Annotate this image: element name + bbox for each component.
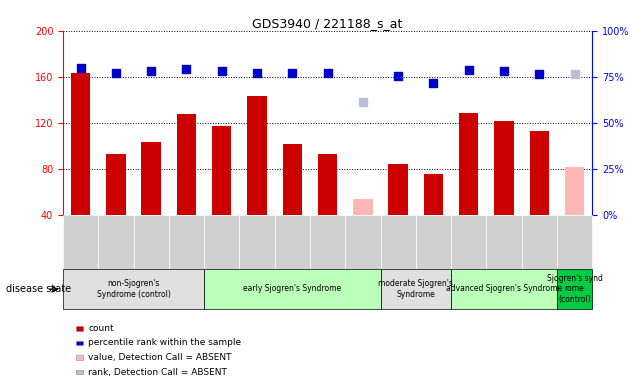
Bar bbox=[522, 215, 557, 269]
Bar bbox=[98, 215, 134, 307]
Point bbox=[111, 70, 121, 76]
Bar bbox=[451, 215, 486, 269]
Bar bbox=[345, 215, 381, 307]
Bar bbox=[204, 215, 239, 269]
Bar bbox=[134, 215, 169, 307]
Bar bbox=[275, 215, 310, 307]
Point bbox=[287, 70, 297, 76]
Point bbox=[181, 66, 192, 72]
Bar bbox=[177, 114, 196, 215]
Bar bbox=[557, 269, 592, 309]
Bar bbox=[204, 269, 381, 309]
Point bbox=[252, 70, 262, 76]
Point bbox=[393, 73, 403, 79]
Bar bbox=[557, 215, 592, 269]
Point bbox=[499, 68, 509, 74]
Bar bbox=[169, 215, 204, 307]
Text: non-Sjogren's
Syndrome (control): non-Sjogren's Syndrome (control) bbox=[96, 279, 171, 299]
Bar bbox=[557, 215, 592, 307]
Bar bbox=[486, 215, 522, 269]
Text: moderate Sjogren's
Syndrome: moderate Sjogren's Syndrome bbox=[379, 279, 453, 299]
Bar bbox=[486, 215, 522, 307]
Bar bbox=[98, 215, 134, 269]
Text: advanced Sjogren's Syndrome: advanced Sjogren's Syndrome bbox=[446, 285, 562, 293]
Bar bbox=[142, 142, 161, 215]
Bar bbox=[416, 215, 451, 269]
Bar bbox=[71, 73, 90, 215]
Text: count: count bbox=[88, 324, 114, 333]
Bar bbox=[416, 215, 451, 307]
Bar bbox=[389, 164, 408, 215]
Bar bbox=[381, 215, 416, 307]
Text: early Sjogren's Syndrome: early Sjogren's Syndrome bbox=[243, 285, 341, 293]
Point bbox=[534, 71, 544, 78]
Point bbox=[76, 65, 86, 71]
Text: Sjogren's synd
rome
(control): Sjogren's synd rome (control) bbox=[547, 274, 602, 304]
Bar bbox=[424, 174, 443, 215]
Title: GDS3940 / 221188_s_at: GDS3940 / 221188_s_at bbox=[253, 17, 403, 30]
Bar bbox=[565, 167, 584, 215]
Bar bbox=[212, 126, 231, 215]
Text: percentile rank within the sample: percentile rank within the sample bbox=[88, 338, 241, 348]
Bar bbox=[169, 215, 204, 269]
Text: value, Detection Call = ABSENT: value, Detection Call = ABSENT bbox=[88, 353, 232, 362]
Text: rank, Detection Call = ABSENT: rank, Detection Call = ABSENT bbox=[88, 367, 227, 377]
Bar bbox=[495, 121, 513, 215]
Bar bbox=[63, 215, 98, 307]
Bar bbox=[345, 215, 381, 269]
Point bbox=[464, 67, 474, 73]
Point bbox=[358, 99, 368, 105]
Bar bbox=[204, 215, 239, 307]
Bar bbox=[522, 215, 557, 307]
Bar bbox=[106, 154, 125, 215]
Bar bbox=[353, 199, 372, 215]
Bar bbox=[283, 144, 302, 215]
Bar bbox=[310, 215, 345, 269]
Bar bbox=[451, 269, 557, 309]
Point bbox=[428, 79, 438, 86]
Point bbox=[217, 68, 227, 74]
Bar bbox=[310, 215, 345, 307]
Bar bbox=[381, 215, 416, 269]
Bar bbox=[530, 131, 549, 215]
Bar bbox=[248, 96, 266, 215]
Point bbox=[146, 68, 156, 74]
Bar bbox=[459, 113, 478, 215]
Bar bbox=[451, 215, 486, 307]
Bar bbox=[318, 154, 337, 215]
Bar bbox=[63, 215, 98, 269]
Bar bbox=[239, 215, 275, 307]
Bar bbox=[275, 215, 310, 269]
Point bbox=[323, 70, 333, 76]
Bar bbox=[381, 269, 451, 309]
Bar bbox=[134, 215, 169, 269]
Bar bbox=[63, 269, 204, 309]
Point bbox=[570, 71, 580, 78]
Text: disease state: disease state bbox=[6, 284, 71, 294]
Bar bbox=[239, 215, 275, 269]
